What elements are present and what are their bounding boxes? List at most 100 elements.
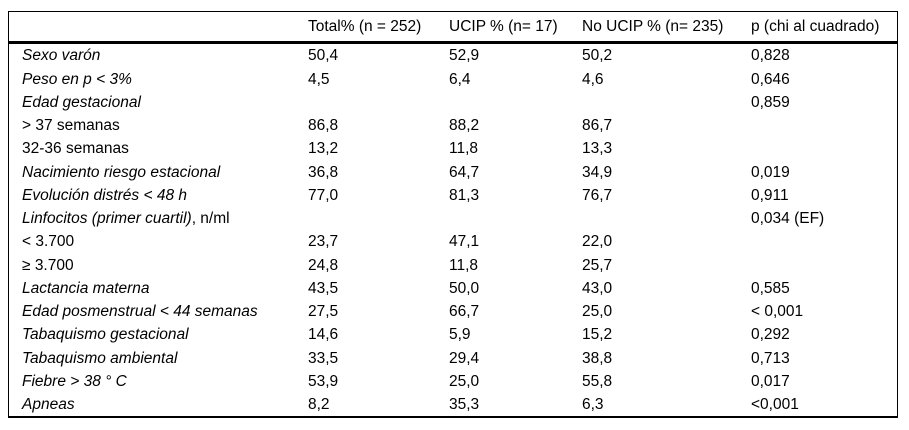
p-value: 0,859	[751, 93, 790, 111]
table-row: Apneas 8,2 35,3 6,3 <0,001	[9, 393, 897, 416]
row-label: Edad posmenstrual < 44 semanas	[9, 303, 308, 320]
no-ucip-value: 34,9	[582, 163, 613, 181]
no-ucip-value: 50,2	[582, 47, 613, 65]
row-label: Peso en p < 3%	[9, 71, 308, 88]
column-header-p-value: p (chi al cuadrado)	[751, 18, 880, 36]
no-ucip-value: 43,0	[582, 279, 613, 297]
table-body: Sexo varón 50,4 52,9 50,2 0,828 Peso en …	[9, 44, 897, 416]
total-value: 77,0	[308, 186, 339, 204]
ucip-value: 29,4	[449, 349, 480, 367]
row-label-text: > 37 semanas	[22, 117, 120, 135]
ucip-value: 47,1	[449, 233, 480, 251]
row-label: Evolución distrés < 48 h	[9, 187, 308, 204]
row-label-text: 32-36 semanas	[22, 140, 129, 158]
row-label-text: Lactancia materna	[22, 279, 150, 297]
table-row: Edad gestacional 0,859	[9, 91, 897, 114]
p-value: 0,292	[751, 326, 790, 344]
row-label-text: Evolución distrés < 48 h	[22, 186, 187, 204]
table-header-row: Total% (n = 252) UCIP % (n= 17) No UCIP …	[9, 12, 897, 44]
no-ucip-value: 25,7	[582, 256, 613, 274]
p-value	[751, 264, 897, 265]
row-label: Linfocitos (primer cuartil), n/ml	[9, 210, 308, 227]
total-value: 43,5	[308, 279, 339, 297]
table-row: Fiebre > 38 ° C 53,9 25,0 55,8 0,017	[9, 370, 897, 393]
ucip-value: 11,8	[449, 140, 479, 158]
ucip-value: 81,3	[449, 186, 480, 204]
row-label-text: Nacimiento riesgo estacional	[22, 163, 221, 181]
p-value: 0,017	[751, 372, 790, 390]
ucip-value: 88,2	[449, 117, 480, 135]
no-ucip-value: 55,8	[582, 372, 613, 390]
total-value: 14,6	[308, 326, 339, 344]
p-value: 0,646	[751, 70, 790, 88]
row-label: Nacimiento riesgo estacional	[9, 164, 308, 181]
column-header-total: Total% (n = 252)	[308, 18, 422, 36]
row-label: Sexo varón	[9, 47, 308, 64]
row-label-text: Peso en p < 3%	[22, 70, 132, 88]
row-label: > 37 semanas	[9, 117, 308, 134]
table-row: Peso en p < 3% 4,5 6,4 4,6 0,646	[9, 67, 897, 90]
total-value: 4,5	[308, 70, 330, 88]
p-value: 0,585	[751, 279, 790, 297]
ucip-value	[449, 102, 582, 103]
no-ucip-value	[582, 218, 751, 219]
total-value	[308, 102, 449, 103]
row-label: Lactancia materna	[9, 280, 308, 297]
row-label: Tabaquismo ambiental	[9, 350, 308, 367]
total-value: 50,4	[308, 47, 339, 65]
row-label-suffix: , n/ml	[191, 210, 230, 228]
ucip-value: 11,8	[449, 256, 479, 274]
table-row: Tabaquismo ambiental 33,5 29,4 38,8 0,71…	[9, 346, 897, 369]
table-row: 32-36 semanas 13,2 11,8 13,3	[9, 137, 897, 160]
no-ucip-value: 13,3	[582, 140, 613, 158]
row-label-text: Tabaquismo ambiental	[22, 349, 178, 367]
p-value: 0,911	[751, 186, 789, 204]
row-label-text: Linfocitos (primer cuartil)	[22, 210, 192, 228]
table-row: Linfocitos (primer cuartil), n/ml 0,034 …	[9, 207, 897, 230]
total-value: 13,2	[308, 140, 339, 158]
total-value: 8,2	[308, 396, 330, 414]
row-label-text: ≥ 3.700	[22, 256, 74, 274]
ucip-value: 5,9	[449, 326, 471, 344]
table-row: ≥ 3.700 24,8 11,8 25,7	[9, 253, 897, 276]
table-row: < 3.700 23,7 47,1 22,0	[9, 230, 897, 253]
row-label-text: Edad gestacional	[22, 93, 141, 111]
row-label-text: Tabaquismo gestacional	[22, 326, 189, 344]
p-value: 0,019	[751, 163, 790, 181]
no-ucip-value: 76,7	[582, 186, 613, 204]
p-value: 0,713	[751, 349, 790, 367]
no-ucip-value: 4,6	[582, 70, 604, 88]
table-row: Lactancia materna 43,5 50,0 43,0 0,585	[9, 277, 897, 300]
ucip-value: 66,7	[449, 303, 480, 321]
no-ucip-value	[582, 102, 751, 103]
row-label-text: Sexo varón	[22, 47, 101, 65]
no-ucip-value: 25,0	[582, 303, 613, 321]
total-value: 86,8	[308, 117, 339, 135]
no-ucip-value: 22,0	[582, 233, 613, 251]
row-label: Edad gestacional	[9, 94, 308, 111]
p-value: 0,034 (EF)	[751, 210, 825, 228]
ucip-value	[449, 218, 582, 219]
table-row: Sexo varón 50,4 52,9 50,2 0,828	[9, 44, 897, 67]
total-value: 27,5	[308, 303, 339, 321]
total-value: 53,9	[308, 372, 339, 390]
table-row: > 37 semanas 86,8 88,2 86,7	[9, 114, 897, 137]
total-value	[308, 218, 449, 219]
p-value: 0,828	[751, 47, 790, 65]
p-value: <0,001	[751, 396, 799, 414]
comparison-table: Total% (n = 252) UCIP % (n= 17) No UCIP …	[8, 11, 898, 418]
ucip-value: 25,0	[449, 372, 480, 390]
table-row: Tabaquismo gestacional 14,6 5,9 15,2 0,2…	[9, 323, 897, 346]
ucip-value: 52,9	[449, 47, 480, 65]
row-label-text: Fiebre > 38 ° C	[22, 372, 127, 390]
table-row: Edad posmenstrual < 44 semanas 27,5 66,7…	[9, 300, 897, 323]
row-label: ≥ 3.700	[9, 257, 308, 274]
ucip-value: 6,4	[449, 70, 471, 88]
no-ucip-value: 15,2	[582, 326, 613, 344]
total-value: 23,7	[308, 233, 339, 251]
total-value: 24,8	[308, 256, 339, 274]
row-label: Apneas	[9, 396, 308, 413]
p-value	[751, 125, 897, 126]
column-header-ucip: UCIP % (n= 17)	[449, 18, 558, 36]
row-label: Tabaquismo gestacional	[9, 326, 308, 343]
